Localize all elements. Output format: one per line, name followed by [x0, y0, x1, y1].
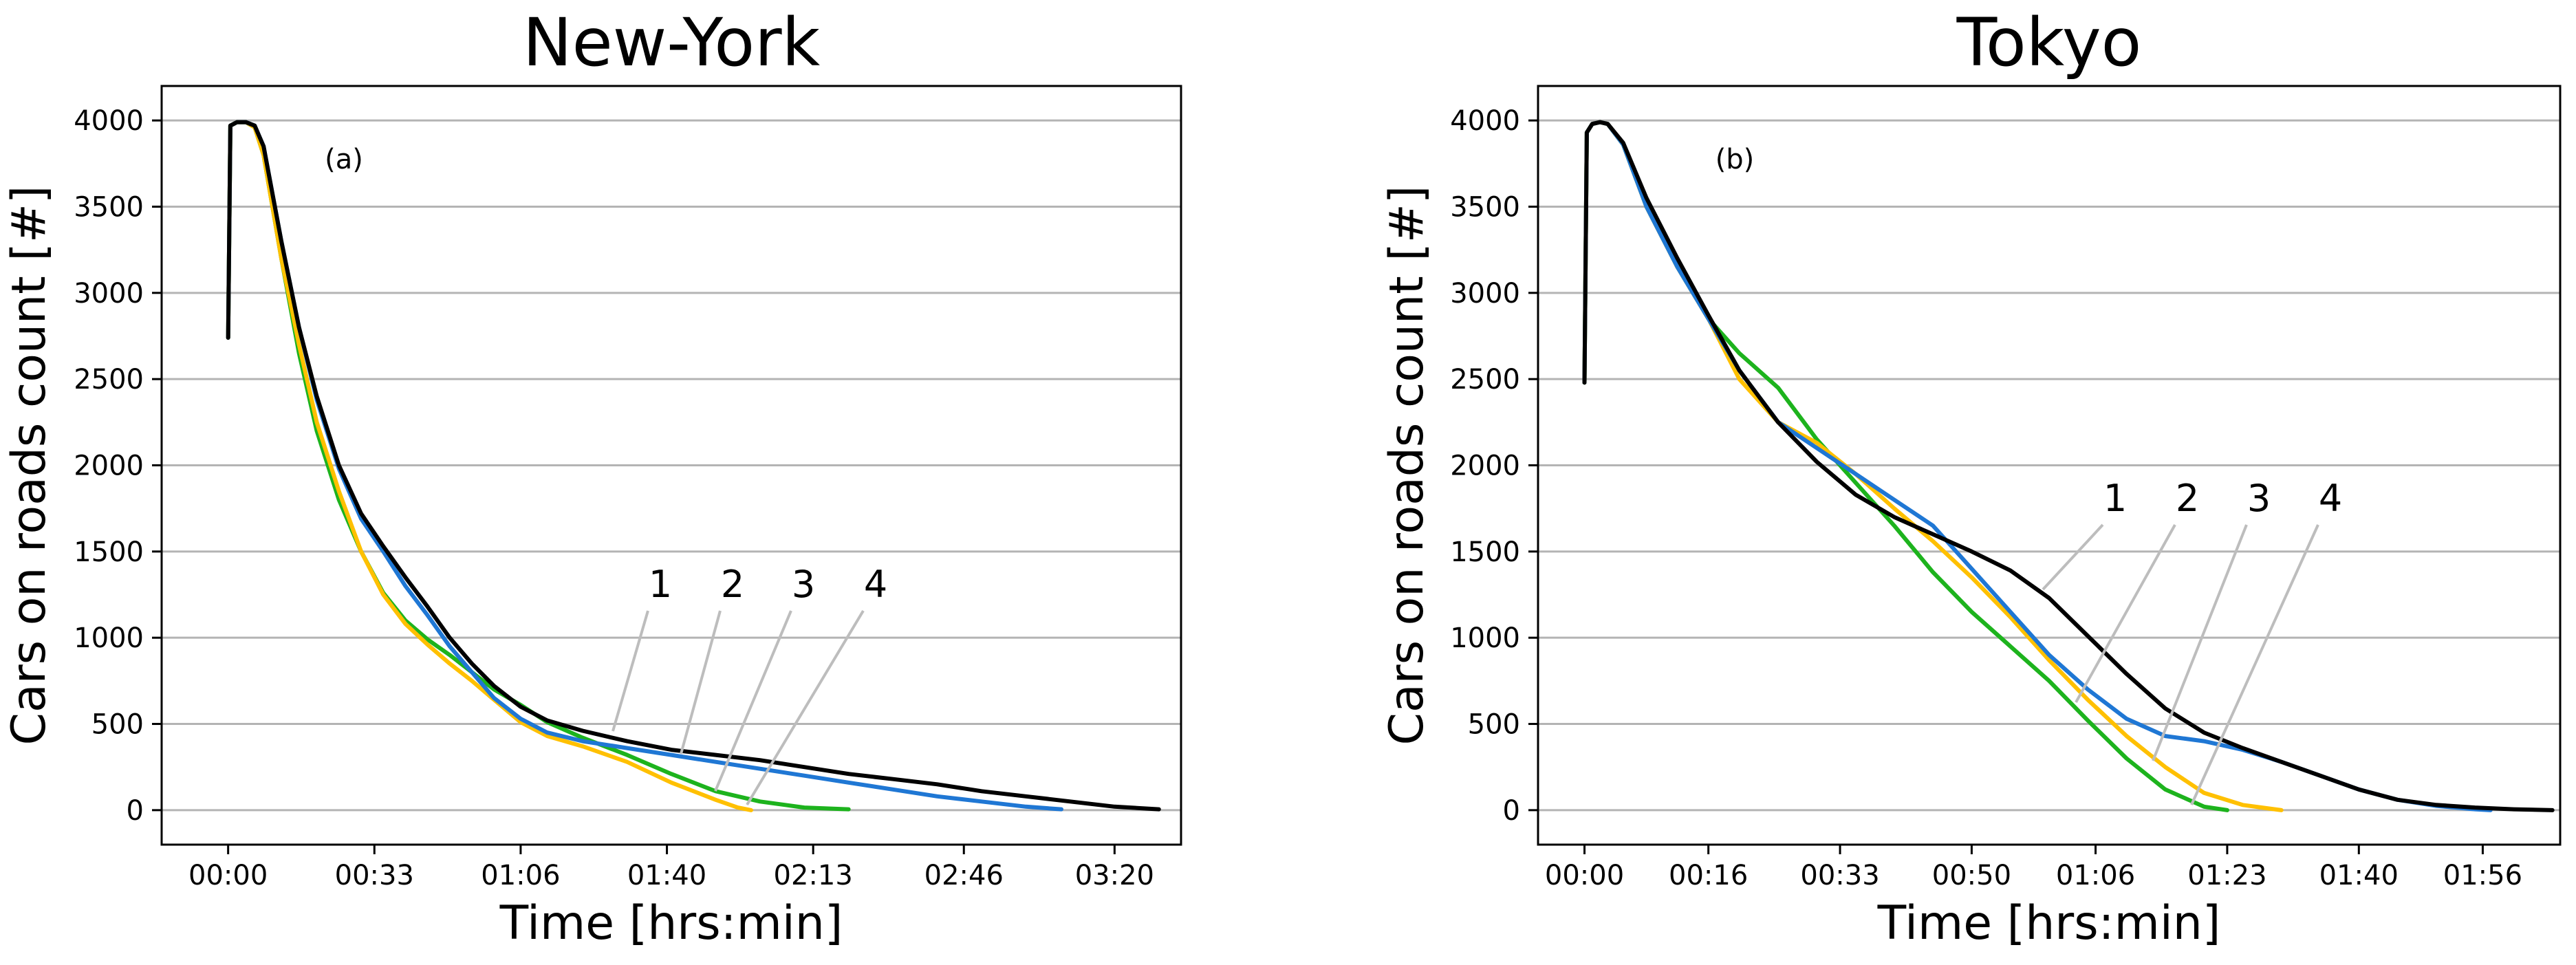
- x-tick-label: 03:20: [1075, 860, 1154, 891]
- y-tick-label: 2000: [1450, 451, 1520, 482]
- callout-leader-1: [611, 610, 649, 732]
- callout-leader-2: [2075, 524, 2176, 703]
- y-tick-label: 3500: [74, 191, 144, 223]
- series-line-1: [1582, 120, 2555, 812]
- x-tick-label: 01:06: [481, 860, 560, 891]
- x-tick-label: 00:00: [188, 860, 268, 891]
- callout-label-3: 3: [2247, 477, 2271, 520]
- callout-leader-3: [714, 610, 792, 792]
- callout-label-2: 2: [2176, 477, 2199, 520]
- y-tick-label: 500: [91, 709, 144, 741]
- y-tick-label: 1000: [74, 622, 144, 654]
- x-axis-label: Time [hrs:min]: [499, 896, 843, 951]
- x-tick-label: 00:33: [1800, 860, 1879, 891]
- callout-label-3: 3: [792, 563, 815, 606]
- y-tick-label: 0: [127, 795, 144, 827]
- callout-label-4: 4: [864, 563, 887, 606]
- series-line-1: [226, 120, 1161, 812]
- x-tick-label: 01:23: [2187, 860, 2266, 891]
- y-tick-label: 3500: [1450, 191, 1520, 223]
- x-tick-label: 01:40: [627, 860, 706, 891]
- panel-label: (b): [1715, 144, 1755, 175]
- y-tick-label: 1000: [1450, 622, 1520, 654]
- x-tick-label: 01:56: [2443, 860, 2522, 891]
- x-axis-label: Time [hrs:min]: [1877, 896, 2221, 951]
- x-tick-label: 01:06: [2056, 860, 2135, 891]
- y-tick-label: 1500: [1450, 536, 1520, 568]
- new-york-chart: 0 500 1000 1500 2000 2500 3000 3500 4000 00:00 00:…: [2, 4, 1182, 951]
- callout-leader-4: [746, 609, 865, 806]
- callout-leader-1: [2042, 523, 2104, 591]
- y-tick-label: 3000: [1450, 278, 1520, 310]
- callout-leader-3: [2152, 524, 2248, 761]
- x-tick-label: 00:50: [1932, 860, 2011, 891]
- x-tick-label: 02:13: [774, 860, 853, 891]
- chart-title: Tokyo: [1956, 4, 2142, 81]
- y-tick-label: 4000: [1450, 105, 1520, 137]
- callout-leader-4: [2190, 524, 2319, 805]
- y-tick-label: 500: [1468, 709, 1520, 741]
- y-tick-label: 3000: [74, 278, 144, 310]
- y-tick-label: 4000: [74, 105, 144, 137]
- x-tick-label: 00:33: [335, 860, 414, 891]
- panel-label: (a): [325, 144, 363, 175]
- x-tick-label: 01:40: [2319, 860, 2399, 891]
- callout-label-2: 2: [721, 563, 744, 606]
- y-axis-label: Cars on roads count [#]: [1380, 186, 1434, 746]
- callout-leader-2: [680, 610, 722, 755]
- tokyo-chart: 0 500 1000 1500 2000 2500 3000 3500 4000 00:00 00:…: [1380, 4, 2562, 951]
- y-tick-label: 2500: [1450, 364, 1520, 395]
- chart-title: New-York: [523, 4, 821, 81]
- y-tick-label: 2000: [74, 451, 144, 482]
- y-tick-label: 1500: [74, 536, 144, 568]
- y-tick-label: 0: [1503, 795, 1520, 827]
- x-tick-label: 02:46: [924, 860, 1004, 891]
- x-tick-label: 00:16: [1669, 860, 1748, 891]
- callout-label-1: 1: [2103, 477, 2127, 520]
- callout-label-1: 1: [649, 563, 672, 606]
- y-axis-label: Cars on roads count [#]: [2, 186, 56, 746]
- x-tick-label: 00:00: [1545, 860, 1624, 891]
- callout-label-4: 4: [2319, 477, 2342, 520]
- y-tick-label: 2500: [74, 364, 144, 395]
